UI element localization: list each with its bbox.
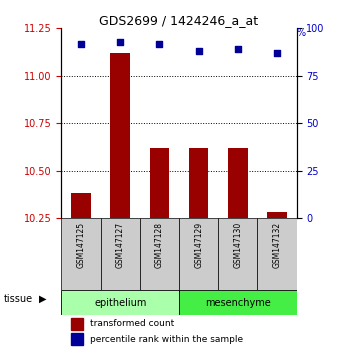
Point xyxy=(196,48,201,54)
Text: ▶: ▶ xyxy=(39,294,47,304)
Bar xyxy=(257,218,297,290)
Point xyxy=(117,39,123,45)
Bar xyxy=(267,212,287,218)
Bar xyxy=(61,290,179,315)
Bar xyxy=(61,218,101,290)
Bar xyxy=(189,148,208,218)
Text: epithelium: epithelium xyxy=(94,298,146,308)
Text: tissue: tissue xyxy=(3,294,32,304)
Point xyxy=(78,41,84,46)
Bar xyxy=(218,218,257,290)
Text: GSM147127: GSM147127 xyxy=(116,222,125,268)
Bar xyxy=(150,148,169,218)
Text: GSM147128: GSM147128 xyxy=(155,222,164,268)
Text: GSM147130: GSM147130 xyxy=(233,222,242,268)
Point xyxy=(157,41,162,46)
Bar xyxy=(110,53,130,218)
Bar xyxy=(179,290,297,315)
Text: GSM147129: GSM147129 xyxy=(194,222,203,268)
Title: GDS2699 / 1424246_a_at: GDS2699 / 1424246_a_at xyxy=(100,14,258,27)
Bar xyxy=(71,333,83,346)
Text: GSM147125: GSM147125 xyxy=(76,222,86,268)
Bar xyxy=(71,318,83,330)
Text: GSM147132: GSM147132 xyxy=(272,222,282,268)
Text: transformed count: transformed count xyxy=(90,319,174,328)
Point xyxy=(274,50,280,56)
Bar xyxy=(179,218,218,290)
Point xyxy=(235,46,240,52)
Text: percentile rank within the sample: percentile rank within the sample xyxy=(90,335,243,344)
Bar xyxy=(228,148,248,218)
Bar xyxy=(71,193,91,218)
Bar xyxy=(140,218,179,290)
Text: mesenchyme: mesenchyme xyxy=(205,298,271,308)
Text: %: % xyxy=(297,28,306,38)
Bar xyxy=(101,218,140,290)
